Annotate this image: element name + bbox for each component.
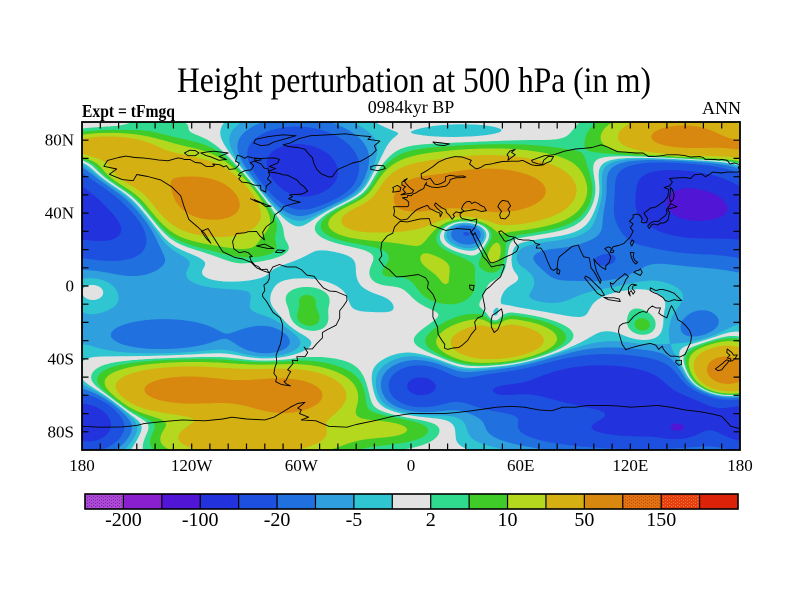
svg-text:-5: -5 <box>346 509 363 531</box>
svg-text:Height perturbation at 500 hPa: Height perturbation at 500 hPa (in m) <box>177 60 651 100</box>
svg-text:-20: -20 <box>264 509 291 531</box>
svg-text:10: 10 <box>498 509 518 531</box>
svg-text:0: 0 <box>407 456 416 475</box>
svg-text:60W: 60W <box>285 456 319 475</box>
svg-text:180: 180 <box>69 456 95 475</box>
svg-text:Expt = tFmgq: Expt = tFmgq <box>82 101 175 121</box>
svg-text:50: 50 <box>574 509 594 531</box>
svg-text:80N: 80N <box>45 131 74 150</box>
svg-text:0: 0 <box>66 277 75 296</box>
svg-text:180: 180 <box>727 456 753 475</box>
svg-text:150: 150 <box>646 509 676 531</box>
svg-text:40N: 40N <box>45 204 74 223</box>
svg-text:120W: 120W <box>171 456 214 475</box>
svg-text:120E: 120E <box>612 456 648 475</box>
svg-text:-200: -200 <box>105 509 142 531</box>
svg-text:-100: -100 <box>182 509 219 531</box>
svg-text:2: 2 <box>426 509 436 531</box>
svg-text:40S: 40S <box>48 349 74 368</box>
svg-text:60E: 60E <box>507 456 534 475</box>
svg-text:80S: 80S <box>48 422 74 441</box>
svg-text:ANN: ANN <box>702 98 741 118</box>
svg-text:0984kyr BP: 0984kyr BP <box>368 97 455 117</box>
